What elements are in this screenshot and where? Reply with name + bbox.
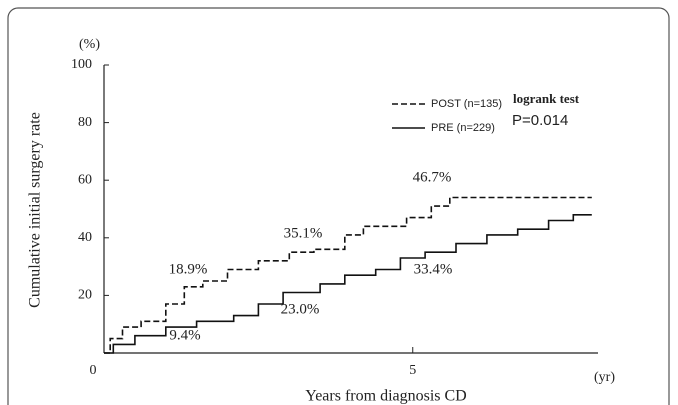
annotation: 33.4% [414, 261, 453, 277]
legend-label: POST (n=135) [431, 98, 502, 110]
y-tick-label: 60 [78, 172, 92, 187]
y-unit: (%) [79, 37, 100, 52]
y-tick-label: 40 [78, 230, 92, 245]
legend-label: PRE (n=229) [431, 122, 495, 134]
x-tick-label: 5 [409, 363, 416, 378]
frame [7, 7, 670, 405]
annotation: 46.7% [413, 169, 452, 185]
annotation: 35.1% [284, 225, 323, 241]
series-line [104, 196, 592, 354]
x-unit: (yr) [594, 370, 615, 385]
y-tick-label: 100 [71, 57, 92, 72]
annotation: 9.4% [169, 327, 200, 343]
x-axis-title: Years from diagnosis CD [305, 388, 466, 405]
y-tick-label: 20 [78, 288, 92, 303]
series-line [104, 214, 592, 354]
test-title: logrank test [513, 91, 580, 106]
x-tick-label: 0 [90, 363, 97, 378]
test-result: P=0.014 [512, 112, 568, 129]
annotation: 23.0% [281, 301, 320, 317]
y-axis-title: Cumulative initial surgery rate [27, 112, 44, 308]
y-tick-label: 80 [78, 115, 92, 130]
annotation: 18.9% [169, 261, 208, 277]
